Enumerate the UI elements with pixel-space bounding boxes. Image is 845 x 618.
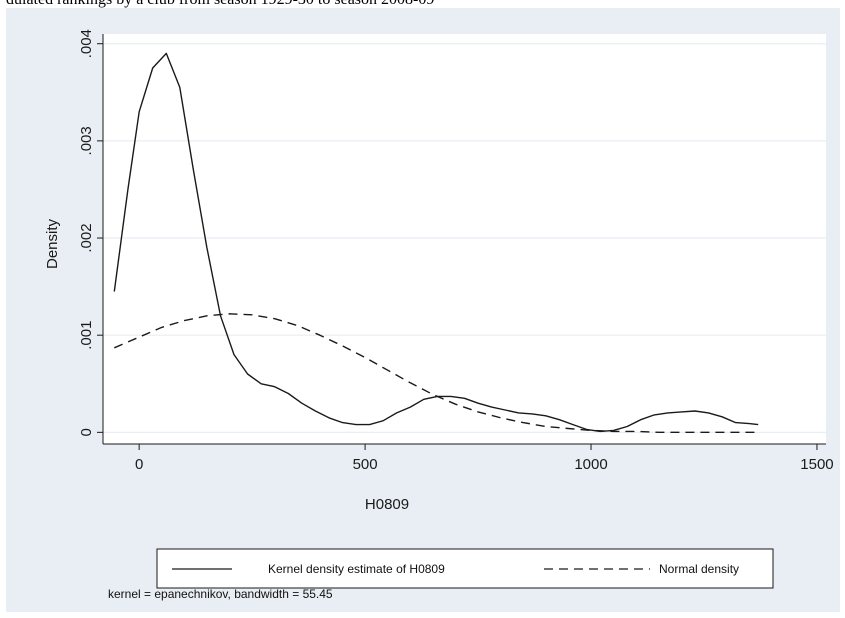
y-tick-label: .003 xyxy=(78,126,95,155)
x-axis-title: H0809 xyxy=(365,496,409,513)
chart-panel: 0 .001 .002 .003 .004 0 500 1000 1500 H0809 Dens… xyxy=(6,8,840,612)
kernel-note: kernel = epanechnikov, bandwidth = 55.45 xyxy=(108,587,333,601)
x-tick-label: 500 xyxy=(353,456,378,473)
x-tick-label: 1000 xyxy=(574,456,607,473)
y-tick-label: .001 xyxy=(78,321,95,350)
density-chart: 0 .001 .002 .003 .004 0 500 1000 1500 H0809 Dens… xyxy=(44,29,834,601)
y-tick-label: 0 xyxy=(78,428,95,436)
normal-density-line xyxy=(114,313,759,433)
x-tick-label: 0 xyxy=(135,456,143,473)
y-tick-label: .004 xyxy=(78,29,95,58)
legend-label-kernel: Kernel density estimate of H0809 xyxy=(268,562,445,576)
y-tick-label: .002 xyxy=(78,223,95,252)
figure-caption: dulated rankings by a club from season 1… xyxy=(6,0,434,9)
x-tick-label: 1500 xyxy=(800,456,833,473)
legend-box xyxy=(156,548,774,589)
series-layer xyxy=(113,52,759,433)
legend-label-normal: Normal density xyxy=(659,562,739,576)
y-axis-title: Density xyxy=(44,218,61,269)
plot-region xyxy=(103,34,826,444)
legend: Kernel density estimate of H0809 Normal … xyxy=(156,548,774,589)
axes: 0 .001 .002 .003 .004 0 500 1000 1500 xyxy=(78,29,834,473)
